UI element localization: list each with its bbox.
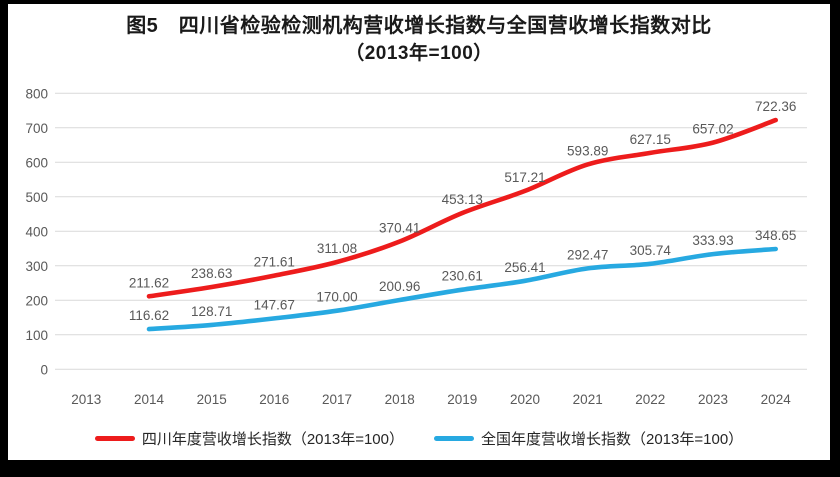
x-axis-tick-label: 2017 <box>322 392 352 407</box>
x-axis-tick-label: 2024 <box>761 392 792 407</box>
series-line-0 <box>146 117 778 299</box>
data-label: 370.41 <box>379 221 420 236</box>
legend-label-sichuan: 四川年度营收增长指数（2013年=100） <box>141 431 404 448</box>
data-label: 147.67 <box>254 297 295 312</box>
chart-title-line2: （2013年=100） <box>345 43 493 64</box>
data-label: 238.63 <box>191 266 232 281</box>
x-axis-tick-label: 2021 <box>573 392 603 407</box>
legend-swatch-1 <box>434 436 474 441</box>
data-label: 230.61 <box>442 269 483 284</box>
data-label: 657.02 <box>692 122 733 137</box>
y-axis-tick-label: 300 <box>25 259 48 274</box>
y-axis-tick-label: 500 <box>25 190 48 205</box>
data-label: 627.15 <box>630 132 671 147</box>
y-axis-tick-label: 400 <box>25 224 48 239</box>
data-label: 305.74 <box>630 243 672 258</box>
data-label: 311.08 <box>317 241 357 256</box>
y-axis-tick-label: 600 <box>25 155 48 170</box>
data-label: 348.65 <box>755 228 796 243</box>
legend-label-national: 全国年度营收增长指数（2013年=100） <box>481 431 744 448</box>
x-axis-tick-label: 2018 <box>385 392 415 407</box>
x-axis-tick-label: 2022 <box>635 392 665 407</box>
y-axis-tick-label: 200 <box>25 293 48 308</box>
data-label: 517.21 <box>504 170 545 185</box>
y-axis-tick-label: 0 <box>40 362 48 377</box>
chart-title-line1: 图5 四川省检验检测机构营收增长指数与全国营收增长指数对比 <box>126 15 712 37</box>
data-label: 211.62 <box>129 275 169 290</box>
x-axis-tick-label: 2015 <box>197 392 227 407</box>
data-label: 271.61 <box>254 255 295 270</box>
data-label: 593.89 <box>567 143 608 158</box>
data-label: 256.41 <box>504 260 545 275</box>
legend-swatch-0 <box>94 436 135 441</box>
x-axis-tick-label: 2023 <box>698 392 728 407</box>
data-label: 333.93 <box>692 233 733 248</box>
data-label: 200.96 <box>379 279 420 294</box>
x-axis-tick-label: 2013 <box>71 392 101 407</box>
y-axis-tick-label: 100 <box>25 328 48 343</box>
data-label: 453.13 <box>442 192 483 207</box>
chart-title: 图5 四川省检验检测机构营收增长指数与全国营收增长指数对比 （2013年=100… <box>8 13 830 67</box>
legend-item-national: 全国年度营收增长指数（2013年=100） <box>434 428 743 449</box>
data-label: 292.47 <box>567 247 608 262</box>
legend-item-sichuan: 四川年度营收增长指数（2013年=100） <box>94 428 404 449</box>
data-label: 128.71 <box>191 304 232 319</box>
series-line-1 <box>146 246 778 332</box>
x-axis-tick-label: 2016 <box>259 392 289 407</box>
data-label: 170.00 <box>316 290 357 305</box>
y-axis-tick-label: 800 <box>25 86 48 101</box>
y-axis-tick-label: 700 <box>25 121 48 136</box>
x-axis-tick-label: 2020 <box>510 392 540 407</box>
x-axis-tick-label: 2019 <box>447 392 477 407</box>
data-label: 116.62 <box>129 308 169 323</box>
data-label: 722.36 <box>755 99 796 114</box>
chart-legend: 四川年度营收增长指数（2013年=100） 全国年度营收增长指数（2013年=1… <box>8 428 830 449</box>
x-axis-tick-label: 2014 <box>134 392 165 407</box>
